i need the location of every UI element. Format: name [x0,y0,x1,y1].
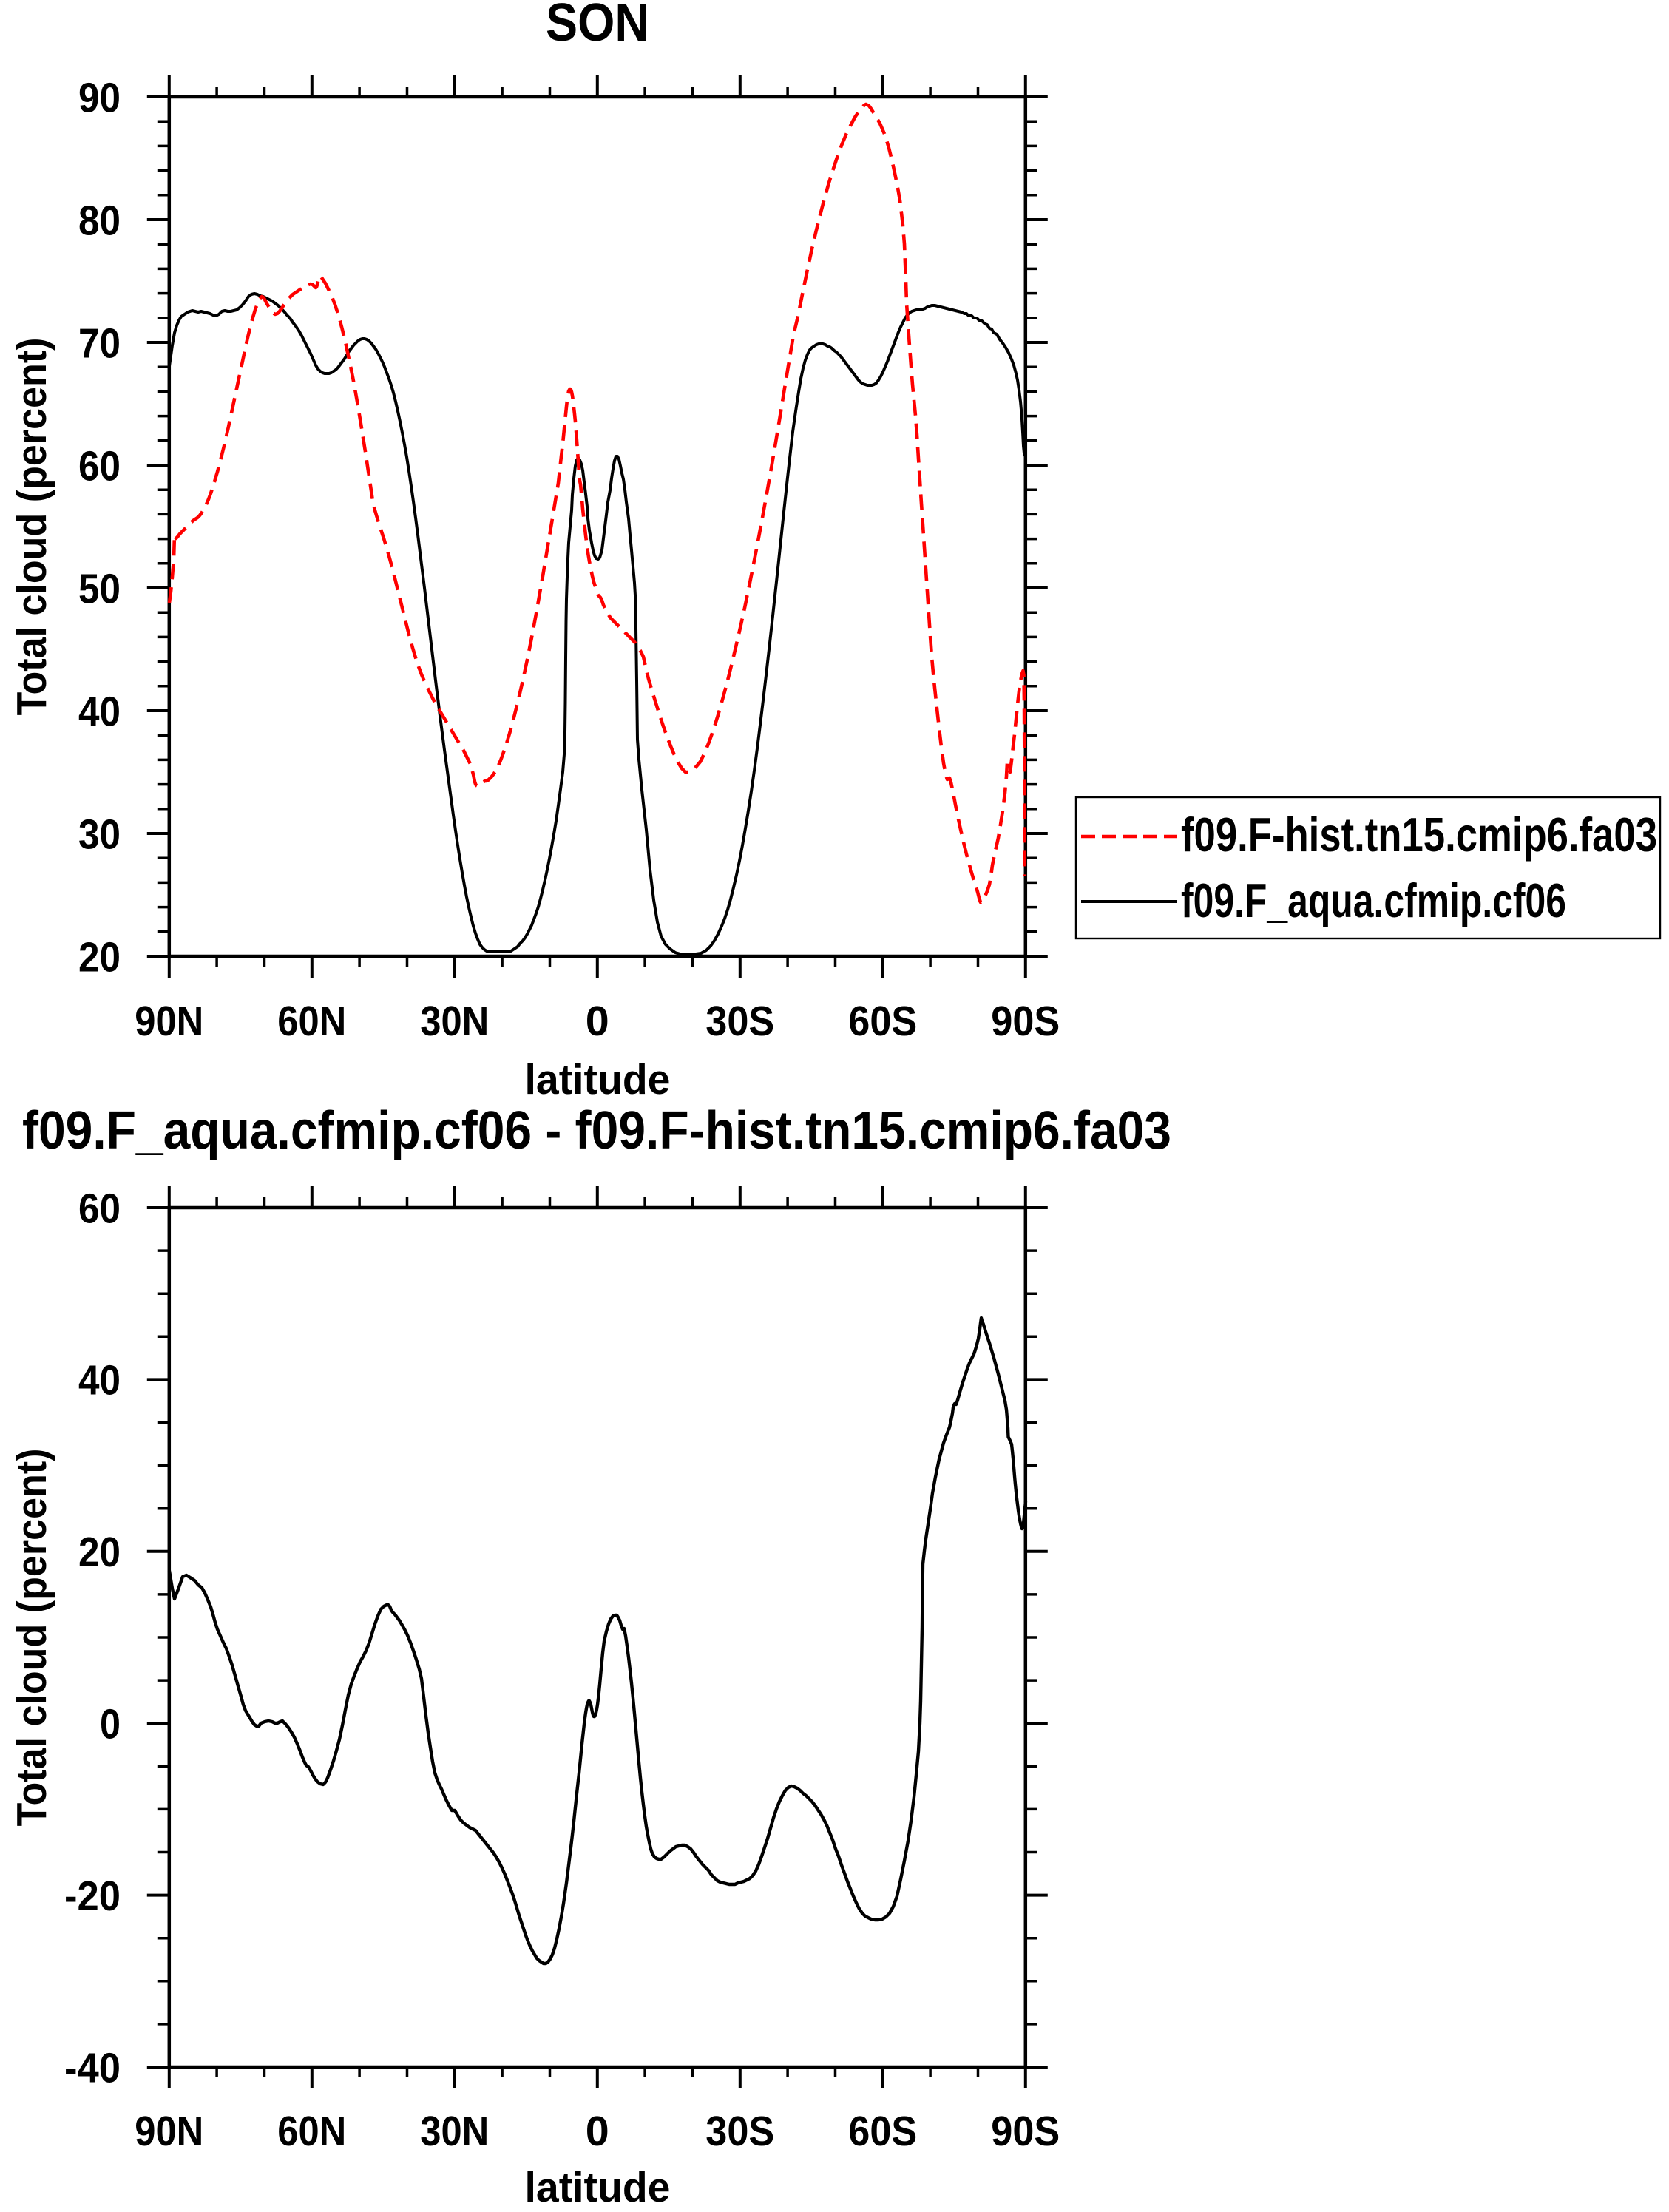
svg-text:60N: 60N [277,2108,346,2155]
svg-text:40: 40 [78,688,121,735]
svg-text:30S: 30S [705,2108,774,2155]
svg-text:70: 70 [78,319,121,367]
svg-text:90N: 90N [135,998,203,1045]
svg-text:0: 0 [100,1701,121,1748]
svg-text:0: 0 [586,2108,609,2155]
svg-text:30: 30 [78,811,121,858]
svg-text:Total cloud (percent): Total cloud (percent) [8,1449,55,1827]
svg-text:0: 0 [586,998,609,1045]
svg-text:30N: 30N [420,998,489,1045]
svg-text:SON: SON [546,0,649,53]
svg-text:f09.F_aqua.cfmip.cf06 - f09.F-: f09.F_aqua.cfmip.cf06 - f09.F-hist.tn15.… [22,1101,1171,1160]
svg-text:60: 60 [78,1185,121,1232]
svg-text:-20: -20 [64,1873,121,1920]
svg-text:60S: 60S [848,2108,917,2155]
svg-text:60S: 60S [848,998,917,1045]
svg-text:Total cloud (percent): Total cloud (percent) [8,338,55,716]
svg-text:20: 20 [78,933,121,981]
svg-text:90N: 90N [135,2108,203,2155]
svg-text:f09.F_aqua.cfmip.cf06: f09.F_aqua.cfmip.cf06 [1181,873,1566,927]
svg-text:f09.F-hist.tn15.cmip6.fa03: f09.F-hist.tn15.cmip6.fa03 [1181,808,1657,862]
svg-text:30S: 30S [705,998,774,1045]
svg-text:50: 50 [78,565,121,612]
svg-text:90S: 90S [991,998,1060,1045]
svg-text:-40: -40 [64,2044,121,2091]
svg-text:latitude: latitude [525,2164,671,2208]
svg-text:30N: 30N [420,2108,489,2155]
svg-text:60N: 60N [277,998,346,1045]
svg-text:latitude: latitude [525,1056,671,1103]
svg-text:90: 90 [78,74,121,121]
svg-text:60: 60 [78,442,121,490]
svg-text:20: 20 [78,1529,121,1576]
svg-text:80: 80 [78,197,121,244]
svg-text:40: 40 [78,1357,121,1404]
svg-text:90S: 90S [991,2108,1060,2155]
